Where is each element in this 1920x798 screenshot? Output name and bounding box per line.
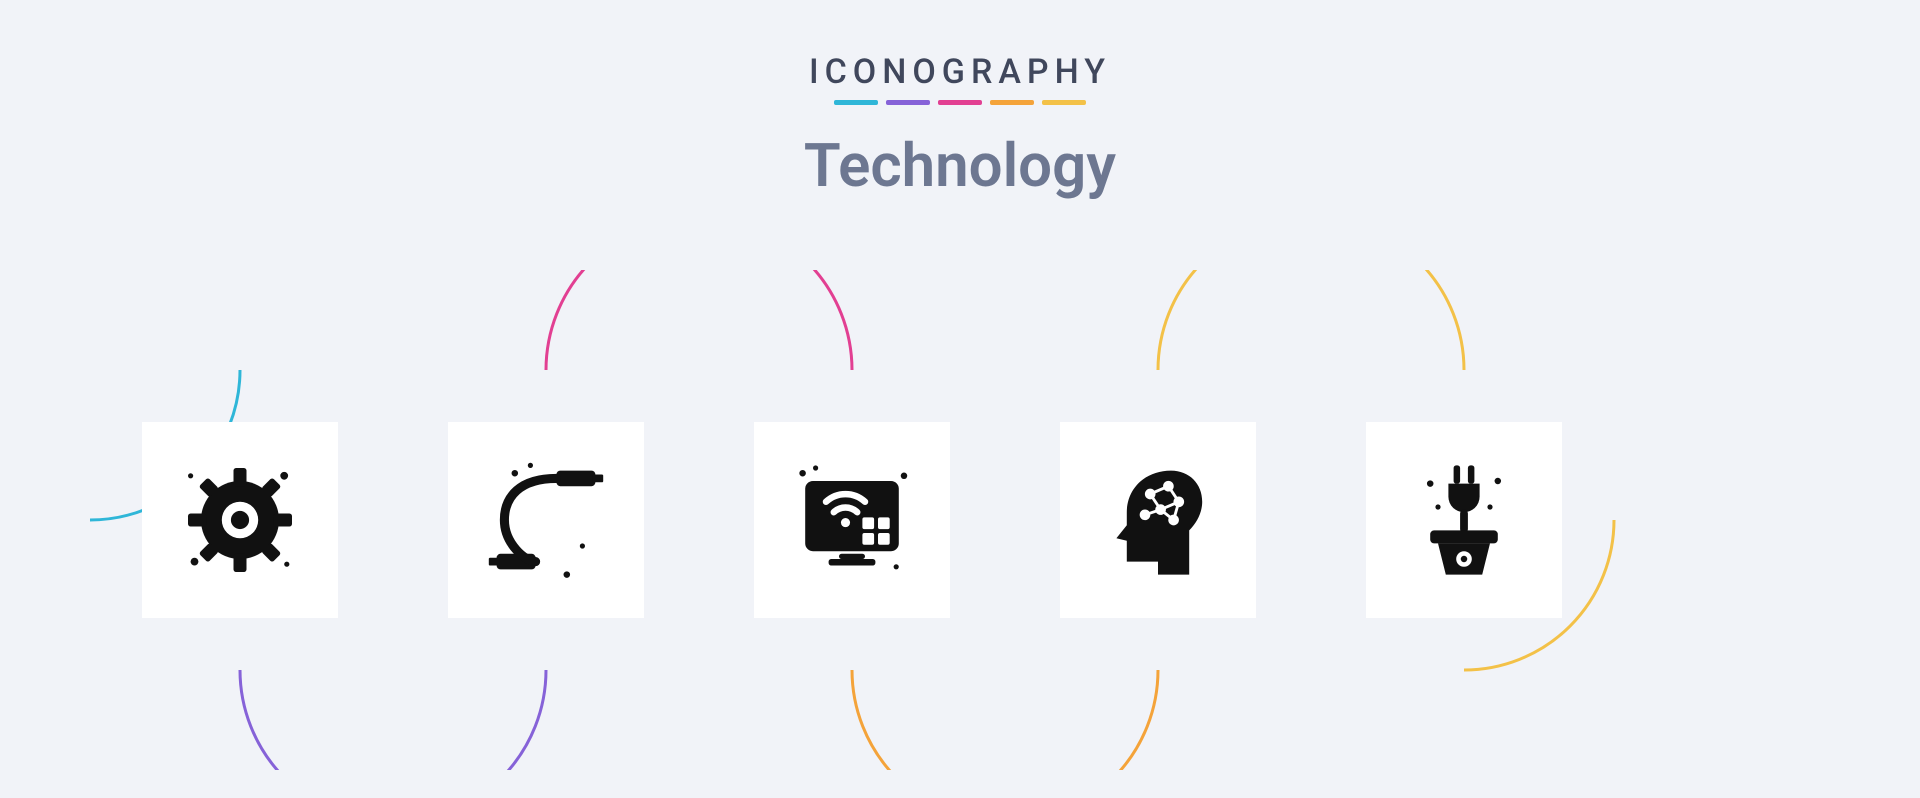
icon-card bbox=[1060, 422, 1256, 618]
brand-text: ICONOGRAPHY bbox=[809, 52, 1111, 92]
brand-bars bbox=[809, 100, 1111, 105]
page-title: Technology bbox=[804, 130, 1116, 201]
gear-icon bbox=[175, 455, 305, 585]
power-plant-icon bbox=[1399, 455, 1529, 585]
icon-card bbox=[754, 422, 950, 618]
ai-head-icon bbox=[1093, 455, 1223, 585]
brand-bar bbox=[938, 100, 982, 105]
brand-bar bbox=[990, 100, 1034, 105]
brand-bar bbox=[834, 100, 878, 105]
icon-stage bbox=[0, 270, 1920, 770]
brand-bar bbox=[886, 100, 930, 105]
icon-card bbox=[448, 422, 644, 618]
brand-logo: ICONOGRAPHY bbox=[809, 52, 1111, 105]
icon-card bbox=[142, 422, 338, 618]
smart-tv-icon bbox=[787, 455, 917, 585]
brand-bar bbox=[1042, 100, 1086, 105]
cable-icon bbox=[481, 455, 611, 585]
icon-card bbox=[1366, 422, 1562, 618]
